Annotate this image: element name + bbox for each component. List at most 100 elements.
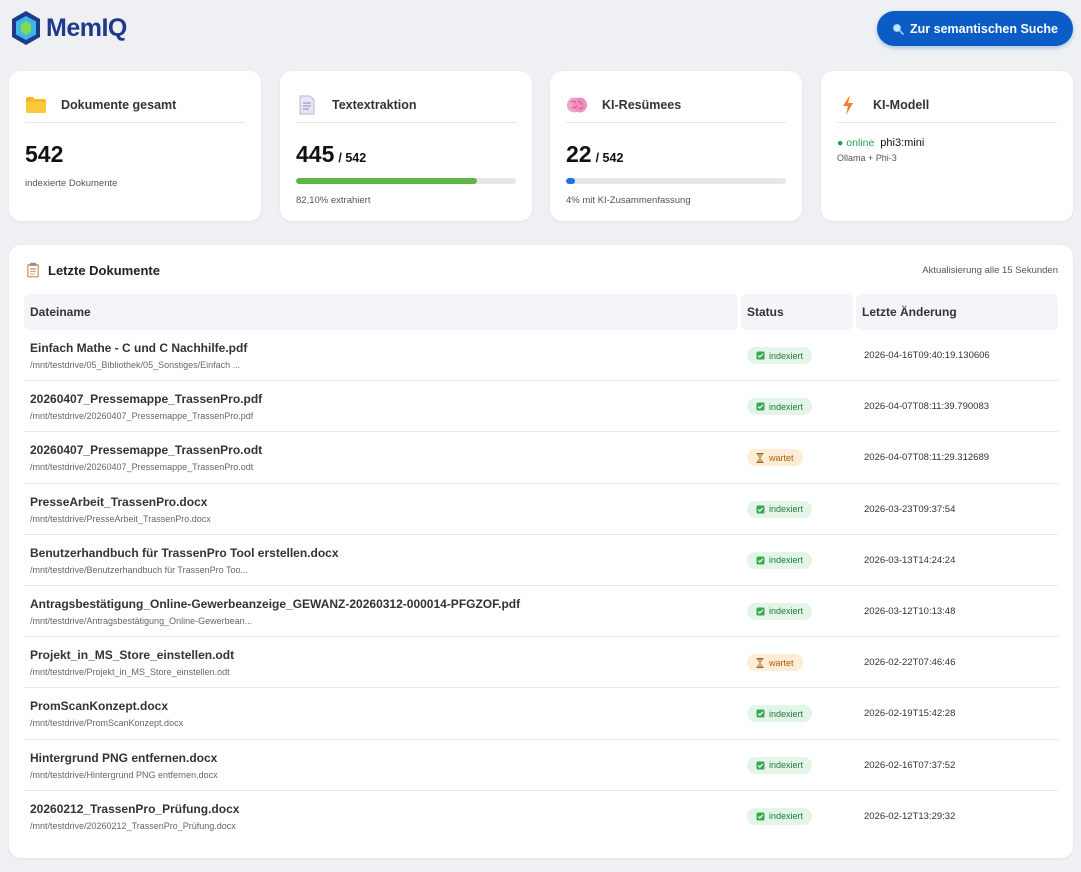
column-header-filename[interactable]: Dateiname [24,294,738,330]
status-label: indexiert [769,350,804,361]
status-label: indexiert [769,811,804,822]
modified-date: 2026-04-16T09:40:19.130606 [864,350,990,361]
table-row[interactable]: Projekt_in_MS_Store_einstellen.odt/mnt/t… [24,637,1058,689]
semantic-search-button[interactable]: Zur semantischen Suche [877,11,1073,46]
file-path: /mnt/testdrive/20260212_TrassenPro_Prüfu… [30,820,236,831]
file-path: /mnt/testdrive/Hintergrund PNG entfernen… [30,769,218,780]
modified-date: 2026-02-16T07:37:52 [864,759,956,771]
file-path: /mnt/testdrive/PresseArbeit_TrassenPro.d… [30,513,211,524]
extraction-count: 445/ 542 [296,141,367,167]
recent-documents-title: Letzte Dokumente [26,262,160,278]
column-header-status[interactable]: Status [741,294,853,330]
status-label: indexiert [769,555,804,566]
magnifier-icon [893,23,904,35]
model-name: phi3:mini [880,137,925,149]
status-label: wartet [769,452,794,463]
logo-hexagon-icon [12,11,40,45]
check-icon [755,555,765,565]
file-name[interactable]: Benutzerhandbuch für TrassenPro Tool ers… [30,545,339,560]
app-logo[interactable]: MemIQ [10,10,127,46]
brain-icon [566,94,588,116]
folder-icon [25,94,47,116]
check-icon [755,351,765,361]
extraction-progress-fill [296,178,477,184]
table-row[interactable]: Benutzerhandbuch für TrassenPro Tool ers… [24,535,1058,586]
summaries-progress-fill [566,178,575,184]
file-name[interactable]: Projekt_in_MS_Store_einstellen.odt [30,648,235,663]
document-icon [296,94,318,116]
modified-date: 2026-04-07T08:11:29.312689 [864,452,990,464]
status-label: indexiert [769,708,804,719]
file-path: /mnt/testdrive/05_Bibliothek/05_Sonstige… [30,360,241,370]
file-name[interactable]: Hintergrund PNG entfernen.docx [30,750,218,765]
status-badge: indexiert [747,500,813,518]
table-row[interactable]: 20260212_TrassenPro_Prüfung.docx/mnt/tes… [24,791,1058,842]
table-row[interactable]: Einfach Mathe - C und C Nachhilfe.pdf/mn… [24,330,1058,382]
modified-date: 2026-04-07T08:11:39.790083 [864,401,990,413]
summaries-total: / 542 [595,151,624,165]
check-icon [755,760,765,770]
recent-documents-panel: Letzte Dokumente Aktualisierung alle 15 … [9,245,1073,858]
modified-date: 2026-02-19T15:42:28 [864,708,956,720]
model-status-line: ● online phi3:mini [837,137,924,149]
card-header: KI-Resümees [566,87,786,123]
file-path: /mnt/testdrive/20260407_Pressemappe_Tras… [30,462,254,473]
file-name[interactable]: Antragsbestätigung_Online-Gewerbeanzeige… [30,596,521,611]
table-row[interactable]: 20260407_Pressemappe_TrassenPro.pdf/mnt/… [24,381,1058,433]
card-subtitle: indexierte Dokumente [25,178,118,189]
table-header: Dateiname Status Letzte Änderung [24,294,1058,330]
table-row[interactable]: PresseArbeit_TrassenPro.docx/mnt/testdri… [24,484,1058,535]
file-name[interactable]: PromScanKonzept.docx [30,699,169,714]
card-header: Textextraktion [296,87,516,123]
file-path: /mnt/testdrive/Projekt_in_MS_Store_einst… [30,667,230,678]
status-label: wartet [769,657,794,668]
semantic-search-label: Zur semantischen Suche [910,21,1058,36]
summaries-count: 22/ 542 [566,141,624,167]
status-badge: indexiert [747,705,813,723]
card-text-extraction: Textextraktion 445/ 542 82,10% extrahier… [280,71,532,221]
status-badge: wartet [747,654,803,672]
file-name[interactable]: 20260407_Pressemappe_TrassenPro.pdf [30,392,263,407]
extraction-total: / 542 [338,151,367,165]
card-documents-total: Dokumente gesamt 542 indexierte Dokument… [9,71,261,221]
refresh-note: Aktualisierung alle 15 Sekunden [922,265,1058,276]
file-name[interactable]: Einfach Mathe - C und C Nachhilfe.pdf [30,341,248,355]
table-row[interactable]: 20260407_Pressemappe_TrassenPro.odt/mnt/… [24,432,1058,484]
check-icon [755,402,765,412]
file-name[interactable]: 20260407_Pressemappe_TrassenPro.odt [30,443,263,458]
status-badge: indexiert [747,602,813,620]
check-icon [755,709,765,719]
status-badge: indexiert [747,347,813,364]
check-icon [755,504,765,514]
hourglass-icon [755,452,765,463]
table-row[interactable]: Hintergrund PNG entfernen.docx/mnt/testd… [24,740,1058,791]
status-badge: wartet [747,449,803,467]
table-row[interactable]: Antragsbestätigung_Online-Gewerbeanzeige… [24,586,1058,638]
app-name: MemIQ [46,13,127,42]
file-path: /mnt/testdrive/Benutzerhandbuch für Tras… [30,564,248,575]
card-subtitle: 4% mit KI-Zusammenfassung [566,195,691,206]
summaries-progress-bar [566,178,786,184]
status-badge: indexiert [747,551,813,569]
app-header: MemIQ Zur semantischen Suche [0,0,1081,60]
table-row[interactable]: PromScanKonzept.docx/mnt/testdrive/PromS… [24,688,1058,740]
column-header-modified[interactable]: Letzte Änderung [856,294,1058,330]
card-title: KI-Resümees [602,97,682,112]
status-badge: indexiert [747,756,813,774]
card-header: KI-Modell [837,87,1057,123]
card-header: Dokumente gesamt [25,87,245,123]
modified-date: 2026-03-13T14:24:24 [864,554,956,566]
modified-date: 2026-02-22T07:46:46 [864,657,956,669]
file-name[interactable]: 20260212_TrassenPro_Prüfung.docx [30,801,240,816]
card-ai-summaries: KI-Resümees 22/ 542 4% mit KI-Zusammenfa… [550,71,802,221]
status-badge: indexiert [747,807,813,825]
card-title: KI-Modell [873,97,930,112]
file-path: /mnt/testdrive/20260407_Pressemappe_Tras… [30,411,254,422]
check-icon [755,811,765,821]
status-label: indexiert [769,504,804,515]
card-subtitle: Ollama + Phi-3 [837,153,897,163]
file-path: /mnt/testdrive/Antragsbestätigung_Online… [30,615,253,626]
card-title: Dokumente gesamt [61,97,177,112]
file-name[interactable]: PresseArbeit_TrassenPro.docx [30,494,208,509]
lightning-icon [837,94,859,116]
